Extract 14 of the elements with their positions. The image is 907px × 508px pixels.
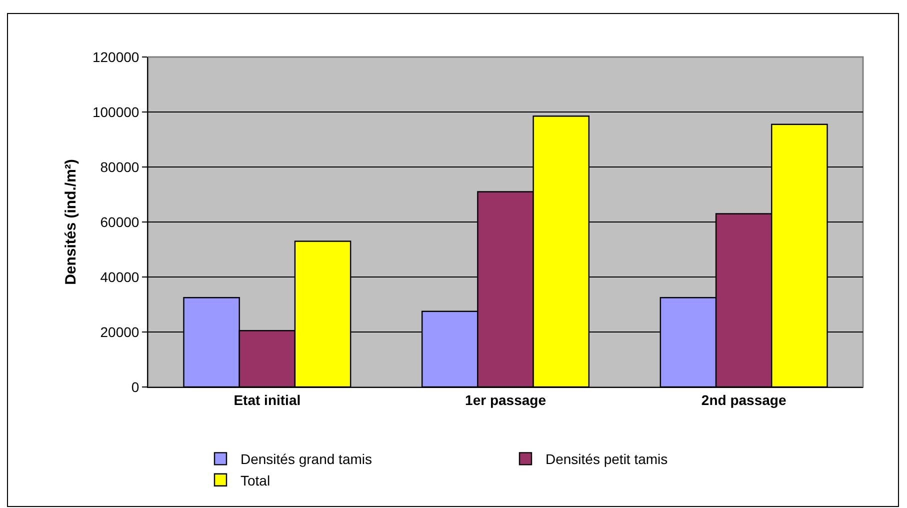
y-tick-label: 60000 [100,214,140,230]
legend-label: Densités grand tamis [240,451,372,468]
y-tick-label: 80000 [100,158,140,175]
y-tick-label: 120000 [92,48,140,65]
x-tick-label: Etat initial [234,392,301,408]
y-tick-label: 0 [131,378,140,395]
y-tick-label: 20000 [100,324,140,340]
x-tick-label: 2nd passage [701,392,786,408]
y-tick-label: 100000 [92,104,140,120]
legend-label: Densités petit tamis [546,451,668,468]
y-tick-label: 40000 [100,268,140,285]
y-axis-title: Densités (ind./m²) [62,159,80,285]
legend-label: Total [240,472,270,488]
x-tick-label: 1er passage [465,392,546,408]
